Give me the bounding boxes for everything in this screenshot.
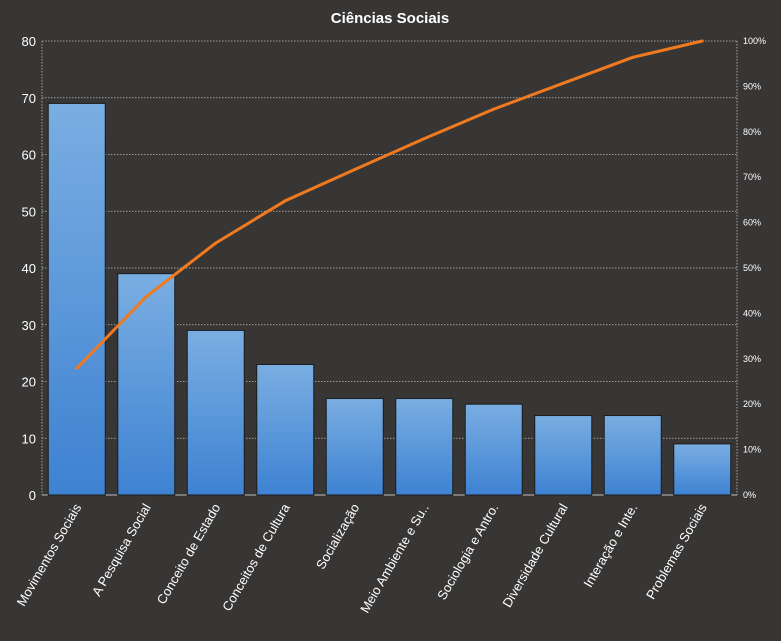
cumulative-line-series bbox=[75, 39, 704, 370]
x-tick-label: Conceito de Estado bbox=[154, 501, 224, 607]
bar bbox=[395, 398, 454, 496]
chart-title: Ciências Sociais bbox=[331, 10, 449, 27]
line-point bbox=[144, 295, 148, 299]
x-tick-label: Meio Ambiente e Su.. bbox=[357, 501, 432, 616]
line-point bbox=[353, 167, 357, 171]
x-tick-label: Diversidade Cultural bbox=[499, 501, 571, 610]
bar bbox=[534, 415, 593, 496]
line-point bbox=[75, 366, 79, 370]
x-tick-label: Sociologia e Antro. bbox=[434, 501, 501, 602]
y-left-tick-label: 80 bbox=[22, 34, 36, 49]
line-point bbox=[700, 39, 704, 43]
x-tick-label: Socialização bbox=[313, 501, 362, 572]
line-point bbox=[422, 137, 426, 141]
line-point bbox=[492, 107, 496, 111]
y-right-tick-label: 0% bbox=[743, 490, 756, 500]
line-point bbox=[631, 55, 635, 59]
line-point bbox=[561, 81, 565, 85]
y-right-tick-label: 60% bbox=[743, 218, 761, 228]
bar bbox=[117, 273, 176, 496]
bar bbox=[47, 102, 106, 496]
line-point bbox=[214, 241, 218, 245]
y-right-tick-label: 80% bbox=[743, 127, 761, 137]
y-left-tick-label: 20 bbox=[22, 375, 36, 390]
x-tick-label: Interação e Inte. bbox=[580, 501, 640, 590]
y-left-tick-label: 40 bbox=[22, 261, 36, 276]
x-tick-label: Conceitos de Cultura bbox=[219, 500, 293, 613]
y-right-tick-label: 90% bbox=[743, 81, 761, 91]
bar bbox=[673, 443, 732, 496]
y-left-tick-label: 70 bbox=[22, 91, 36, 106]
y-right-tick-label: 20% bbox=[743, 399, 761, 409]
bar bbox=[603, 415, 662, 496]
x-tick-label: Movimentos Sociais bbox=[14, 501, 85, 609]
y-left-tick-label: 30 bbox=[22, 318, 36, 333]
bar bbox=[464, 403, 523, 496]
y-right-tick-label: 10% bbox=[743, 445, 761, 455]
y-axis-right: 0% 10% 20% 30% 40% 50% 60% 70% 80% 90% 100% bbox=[743, 36, 766, 500]
y-right-tick-label: 40% bbox=[743, 308, 761, 318]
x-tick-label: A Pesquisa Social bbox=[89, 501, 154, 599]
y-left-tick-label: 0 bbox=[29, 488, 36, 503]
bar bbox=[186, 329, 245, 496]
y-axis-left: 0 10 20 30 40 50 60 70 80 bbox=[22, 34, 36, 503]
x-axis: Movimentos Sociais A Pesquisa Social Conce… bbox=[14, 500, 711, 615]
line-point bbox=[283, 199, 287, 203]
y-right-tick-label: 50% bbox=[743, 263, 761, 273]
cumulative-line bbox=[75, 39, 703, 370]
bar bbox=[256, 363, 315, 496]
y-right-tick-label: 100% bbox=[743, 36, 766, 46]
bar-series bbox=[47, 102, 732, 496]
y-left-tick-label: 50 bbox=[22, 204, 36, 219]
y-left-tick-label: 10 bbox=[22, 431, 36, 446]
x-tick-label: Problemas Sociais bbox=[643, 501, 710, 602]
y-left-tick-label: 60 bbox=[22, 148, 36, 163]
bar bbox=[325, 398, 384, 496]
y-right-tick-label: 30% bbox=[743, 354, 761, 364]
y-right-tick-label: 70% bbox=[743, 172, 761, 182]
